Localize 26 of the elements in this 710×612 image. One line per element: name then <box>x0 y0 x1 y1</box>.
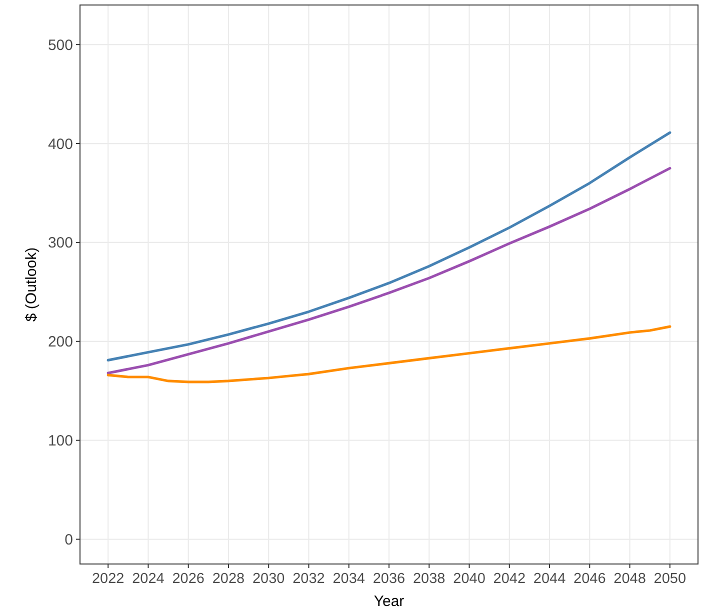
y-tick-label: 400 <box>48 136 73 153</box>
y-tick-label: 0 <box>64 532 73 549</box>
line-series <box>106 131 672 362</box>
line-series <box>106 166 672 374</box>
x-tick-label: 2044 <box>533 571 566 587</box>
x-tick-label: 2022 <box>92 571 124 587</box>
x-tick-label: 2046 <box>574 571 606 587</box>
x-tick-label: 2036 <box>372 571 406 587</box>
y-tick-label: 200 <box>48 334 73 351</box>
y-tick-label: 500 <box>48 36 73 54</box>
x-tick-label: 2030 <box>252 571 285 587</box>
line-series <box>106 325 672 384</box>
y-tick-label: 100 <box>48 432 73 450</box>
x-tick-label: 2026 <box>172 571 204 587</box>
y-axis-title: $ (Outlook) <box>23 247 40 322</box>
x-tick-label: 2042 <box>493 571 526 587</box>
x-tick-label: 2032 <box>292 571 325 587</box>
x-tick-label: 2034 <box>332 571 366 587</box>
y-tick-label: 300 <box>48 234 73 252</box>
x-tick-label: 2048 <box>614 571 646 587</box>
x-tick-label: 2040 <box>453 571 486 587</box>
x-tick-label: 2028 <box>212 571 245 587</box>
x-tick-label: 2050 <box>654 571 686 587</box>
x-tick-label: 2038 <box>412 571 446 587</box>
x-tick-label: 2024 <box>132 571 164 587</box>
x-axis-title: Year <box>374 593 404 610</box>
